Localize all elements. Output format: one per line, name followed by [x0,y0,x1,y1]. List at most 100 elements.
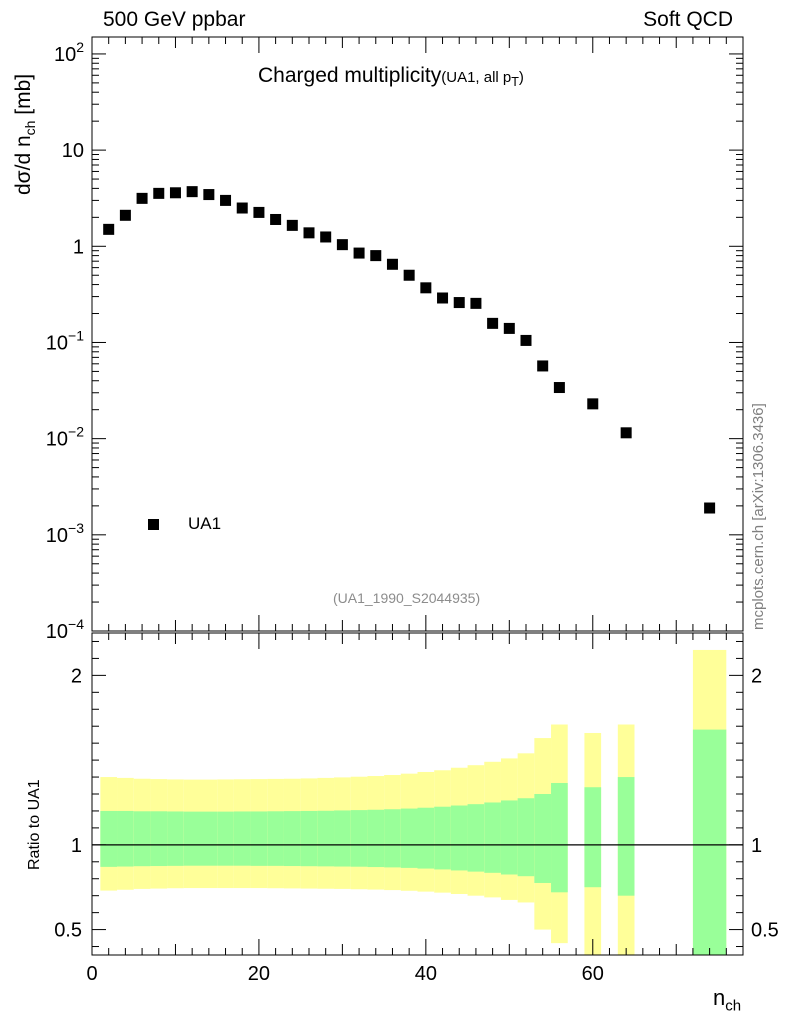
data-point [420,282,432,294]
side-watermark-label: mcplots.cern.ch [arXiv:1306.3436] [750,403,767,630]
y-tick-label: 10−3 [46,520,84,547]
ratio-y-tick-label-right: 0.5 [751,920,779,942]
x-tick-label: 40 [415,963,437,985]
ratio-y-ticks [92,640,743,948]
data-point [453,297,465,309]
ratio-band-green [150,811,168,867]
data-point [386,258,398,270]
ratio-band-green [133,811,151,867]
chart-title-sub: (UA1, all pT) [441,69,524,89]
y-tick-label-exponent: 2 [76,39,84,55]
y-tick-label: 102 [54,39,84,66]
chart-title-main: Charged multiplicity [258,64,442,87]
y-tick-label-exponent: −3 [68,520,84,536]
y-tick-label-base: 10 [54,44,76,66]
y-tick-label-base: 10 [62,140,84,162]
data-point [270,213,282,225]
y-tick-label-base: 10 [46,525,68,547]
y-tick-label-base: 10 [46,429,68,451]
ratio-band-green [117,810,134,867]
data-point [503,322,515,334]
ratio-y-tick-label-left: 0.5 [54,920,82,942]
ratio-band-green [400,808,418,868]
data-point [286,219,298,231]
data-markers [103,186,716,514]
y-tick-label: 10−4 [46,616,84,643]
ratio-band-green [183,811,201,866]
data-point [370,250,382,262]
data-point [253,206,265,218]
data-point [587,398,599,410]
chart-title: Charged multiplicity(UA1, all pT) [258,64,524,89]
y-tick-label-exponent: −2 [68,424,84,440]
x-tick-label: 60 [582,963,604,985]
data-point [103,223,115,235]
data-point [236,202,248,214]
y-axis-label-ratio: Ratio to UA1 [26,779,43,870]
ratio-band-green [551,782,568,893]
ratio-band-green [200,811,218,866]
header-right-label: Soft QCD [643,8,733,31]
data-point [403,269,415,281]
ratio-band-green [450,805,468,871]
ratio-bands [100,649,727,955]
data-point [437,292,449,304]
main-plot-frame [91,36,744,632]
y-tick-label: 1 [73,236,84,258]
ratio-band-green [467,804,485,872]
y-tick-label-exponent: −1 [68,327,84,343]
ratio-y-tick-label-right: 2 [751,665,762,687]
data-point [537,360,549,372]
ratio-band-green [484,802,501,873]
ratio-band-green [317,810,335,867]
y-tick-label-base: 1 [73,236,84,258]
data-point [203,189,215,201]
legend-label: UA1 [188,514,222,533]
main-y-ticks [92,53,743,632]
data-point [169,187,181,199]
x-axis-label: nch [713,985,742,1015]
ratio-band-green [300,810,318,867]
data-point [553,382,565,394]
y-tick-label-base: 10 [46,621,68,643]
data-point [353,247,365,259]
ratio-y-tick-label-left: 1 [71,835,82,857]
ratio-band-green [334,810,351,867]
data-point [320,231,332,243]
y-tick-label-exponent: −4 [68,616,84,632]
data-point [186,186,198,198]
ratio-band-green [517,798,535,877]
header-left-label: 500 GeV ppbar [103,8,246,31]
ratio-band-green [534,794,552,883]
data-point [520,334,532,346]
data-point [620,427,632,439]
x-tick-label: 20 [248,963,270,985]
y-tick-label: 10−1 [46,327,84,354]
ratio-band-green [167,811,184,866]
data-point [136,192,148,204]
x-tick-label: 0 [86,963,97,985]
data-point [336,239,348,251]
ratio-band-green [367,809,385,868]
data-point [119,209,131,221]
ratio-band-green [500,800,518,875]
y-tick-label-base: 10 [46,332,68,354]
ratio-band-green [584,787,602,888]
ratio-band-green [692,729,727,955]
ratio-y-tick-label-right: 1 [751,835,762,857]
y-tick-label: 10−2 [46,424,84,451]
ratio-band-green [617,777,635,896]
data-point [153,187,165,199]
ratio-band-green [250,811,268,866]
ratio-band-green [267,811,284,866]
y-tick-label: 10 [62,140,84,162]
legend-marker [148,519,159,530]
ratio-band-green [417,807,435,869]
ratio-band-green [434,806,451,870]
analysis-id-label: (UA1_1990_S2044935) [333,590,481,606]
data-point [220,194,232,206]
data-point [487,317,499,329]
ratio-y-tick-label-left: 2 [71,665,82,687]
ratio-band-green [100,810,118,867]
